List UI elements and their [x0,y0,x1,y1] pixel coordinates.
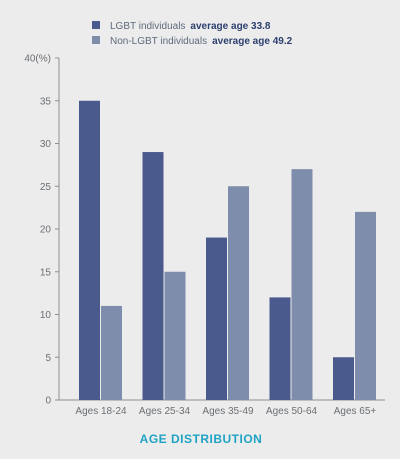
bar-lgbt-4 [333,357,354,400]
y-tick-label: 0 [45,396,51,407]
bar-non-lgbt-4 [355,211,376,400]
bar-non-lgbt-3 [291,169,313,400]
bar-non-lgbt-0 [101,305,122,400]
bar-lgbt-0 [79,100,100,400]
x-tick-label: Ages 65+ [334,406,377,417]
legend-swatch [92,21,100,29]
y-axis: 0 5 10 15 20 25 30 35 40(%) [24,54,385,407]
y-tick-label: 30 [40,139,52,150]
y-tick-label: 35 [40,96,52,107]
legend-entry: Non-LGBT individuals average age 49.2 [110,36,293,47]
legend-series-name: Non-LGBT individuals [110,36,207,47]
x-tick-label: Ages 25-34 [139,406,191,417]
y-tick-label: 40(%) [24,54,51,65]
bar-lgbt-1 [142,152,164,400]
legend-average-age: average age 49.2 [212,36,292,47]
bar-lgbt-2 [206,237,227,400]
bars [79,100,376,400]
y-tick-label: 5 [45,353,51,364]
bar-non-lgbt-1 [164,271,186,400]
legend: LGBT individuals average age 33.8 Non-LGBT… [92,21,293,47]
x-tick-label: Ages 50-64 [266,406,318,417]
legend-swatch [92,36,100,44]
chart-title: AGE DISTRIBUTION [140,432,263,446]
legend-entry: LGBT individuals average age 33.8 [110,21,271,32]
x-axis-labels: Ages 18-24 Ages 25-34 Ages 35-49 Ages 50-64… [75,406,376,417]
y-tick-label: 15 [40,267,52,278]
y-tick-label: 10 [40,310,52,321]
x-tick-label: Ages 18-24 [75,406,127,417]
x-tick-label: Ages 35-49 [202,406,254,417]
legend-series-name: LGBT individuals [110,21,185,32]
bar-lgbt-3 [269,297,291,400]
y-tick-label: 20 [40,225,52,236]
y-tick-label: 25 [40,182,52,193]
legend-average-age: average age 33.8 [190,21,270,32]
bar-non-lgbt-2 [228,186,249,400]
